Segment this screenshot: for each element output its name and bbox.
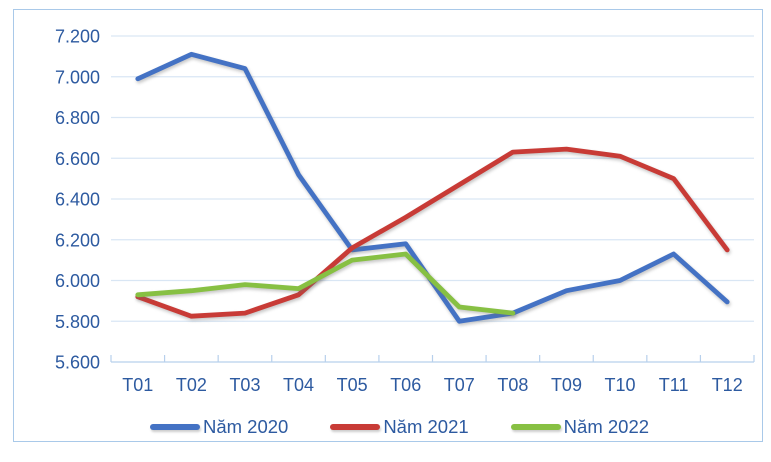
y-axis-label: 6.400 bbox=[55, 190, 100, 210]
y-axis-label: 5.600 bbox=[55, 353, 100, 373]
legend-swatch-icon bbox=[510, 424, 561, 430]
series-line-1 bbox=[135, 146, 730, 319]
x-axis-label: T05 bbox=[337, 375, 368, 395]
legend-swatch-icon bbox=[330, 424, 381, 430]
x-axis-label: T12 bbox=[712, 375, 743, 395]
legend: Năm 2020 Năm 2021 Năm 2022 bbox=[14, 414, 771, 440]
x-axis-label: T09 bbox=[551, 375, 582, 395]
y-axis-label: 6.200 bbox=[55, 230, 100, 250]
y-axis-label: 6.800 bbox=[55, 108, 100, 128]
y-axis-label: 6.600 bbox=[55, 149, 100, 169]
y-axis-label: 6.000 bbox=[55, 271, 100, 291]
x-axis-label: T04 bbox=[283, 375, 314, 395]
x-axis-label: T11 bbox=[659, 375, 689, 395]
legend-label: Năm 2022 bbox=[563, 416, 650, 437]
legend-label: Năm 2021 bbox=[383, 416, 469, 437]
chart-svg: 5.600 5.800 6.000 6.200 6.400 6.600 6.800 7.000… bbox=[55, 27, 755, 395]
legend-item-1: Năm 2021 bbox=[330, 416, 469, 438]
series-line-2 bbox=[135, 251, 516, 316]
y-axis-label: 7.200 bbox=[55, 27, 100, 47]
x-axis-label: T07 bbox=[444, 375, 475, 395]
legend-label: Năm 2020 bbox=[202, 416, 289, 437]
x-axis-label: T02 bbox=[176, 375, 207, 395]
x-axis-label: T01 bbox=[122, 375, 153, 395]
y-axis-label: 7.000 bbox=[55, 67, 100, 87]
legend-item-2: Năm 2022 bbox=[510, 416, 650, 438]
legend-item-0: Năm 2020 bbox=[149, 416, 289, 438]
y-axis-label: 5.800 bbox=[55, 312, 100, 332]
x-axis-label: T10 bbox=[605, 375, 636, 395]
x-axis-label: T06 bbox=[390, 375, 421, 395]
x-axis-label: T03 bbox=[229, 375, 260, 395]
legend-swatch-icon bbox=[149, 424, 200, 430]
x-axis-label: T08 bbox=[497, 375, 528, 395]
chart-frame: 5.600 5.800 6.000 6.200 6.400 6.600 6.800 7.000… bbox=[13, 9, 763, 442]
